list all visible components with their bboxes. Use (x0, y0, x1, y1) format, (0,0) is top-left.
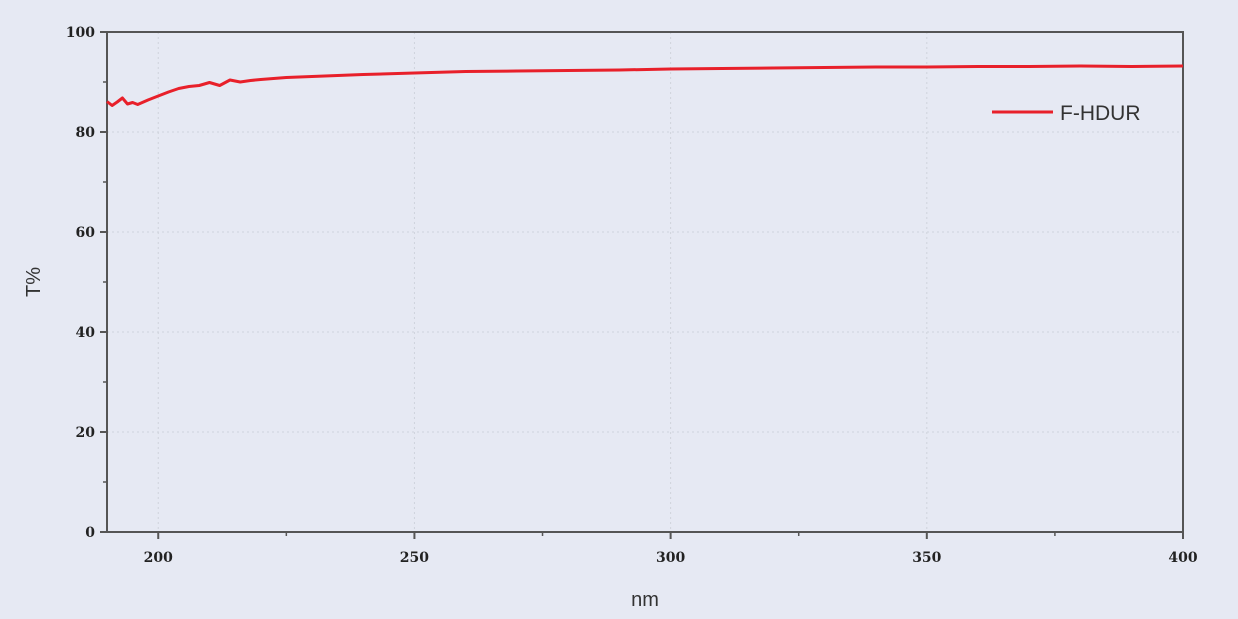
axis-ticks: 200 250 300 350 400 0 20 40 60 80 100 (66, 25, 1198, 566)
y-tick-label: 40 (76, 325, 96, 341)
x-tick-label: 350 (912, 550, 941, 566)
x-tick-label: 250 (400, 550, 429, 566)
y-tick-label: 60 (76, 225, 96, 241)
y-tick-label: 80 (76, 125, 96, 141)
legend-label-f-hdur: F-HDUR (1060, 102, 1140, 125)
y-axis-label: T% (23, 267, 45, 297)
x-axis-label: nm (631, 589, 659, 611)
y-tick-label: 20 (76, 425, 96, 441)
x-tick-label: 200 (144, 550, 173, 566)
series-line-f-hdur (106, 64, 1184, 107)
gridlines (107, 32, 1183, 532)
legend: F-HDUR (992, 102, 1140, 125)
x-tick-label: 400 (1168, 550, 1197, 566)
y-tick-label: 100 (66, 25, 95, 41)
x-tick-label: 300 (656, 550, 685, 566)
plot-frame (106, 31, 1184, 533)
y-tick-label: 0 (85, 525, 95, 541)
